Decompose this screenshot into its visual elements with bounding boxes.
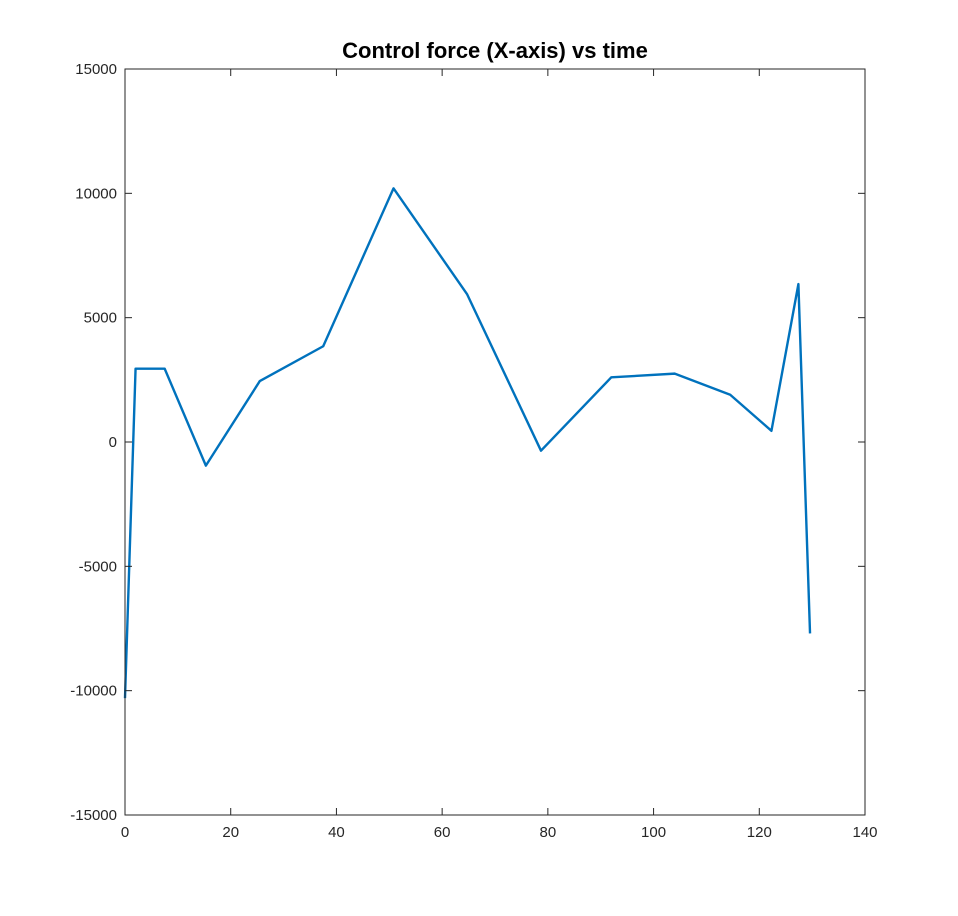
x-tick-label: 60 xyxy=(434,824,451,841)
y-axis-ticks: -15000 -10000 -5000 0 5000 10000 15000 xyxy=(70,61,865,824)
y-tick-label: 0 xyxy=(109,434,117,451)
y-tick-label: -5000 xyxy=(79,558,117,575)
x-axis-ticks: 0 20 40 60 80 100 120 140 xyxy=(121,69,878,841)
x-tick-label: 140 xyxy=(852,824,877,841)
x-tick-label: 80 xyxy=(540,824,557,841)
y-tick-label: 10000 xyxy=(75,185,117,202)
y-tick-label: 5000 xyxy=(84,310,117,327)
x-tick-label: 20 xyxy=(222,824,239,841)
x-tick-label: 0 xyxy=(121,824,129,841)
series-line-0 xyxy=(123,187,812,699)
y-tick-label: -10000 xyxy=(70,683,117,700)
x-tick-label: 100 xyxy=(641,824,666,841)
x-tick-label: 120 xyxy=(747,824,772,841)
plot-area xyxy=(123,187,812,699)
chart-title: Control force (X-axis) vs time xyxy=(342,38,648,63)
axes-box xyxy=(124,68,866,816)
y-tick-label: -15000 xyxy=(70,807,117,824)
y-tick-label: 15000 xyxy=(75,61,117,78)
x-tick-label: 40 xyxy=(328,824,345,841)
